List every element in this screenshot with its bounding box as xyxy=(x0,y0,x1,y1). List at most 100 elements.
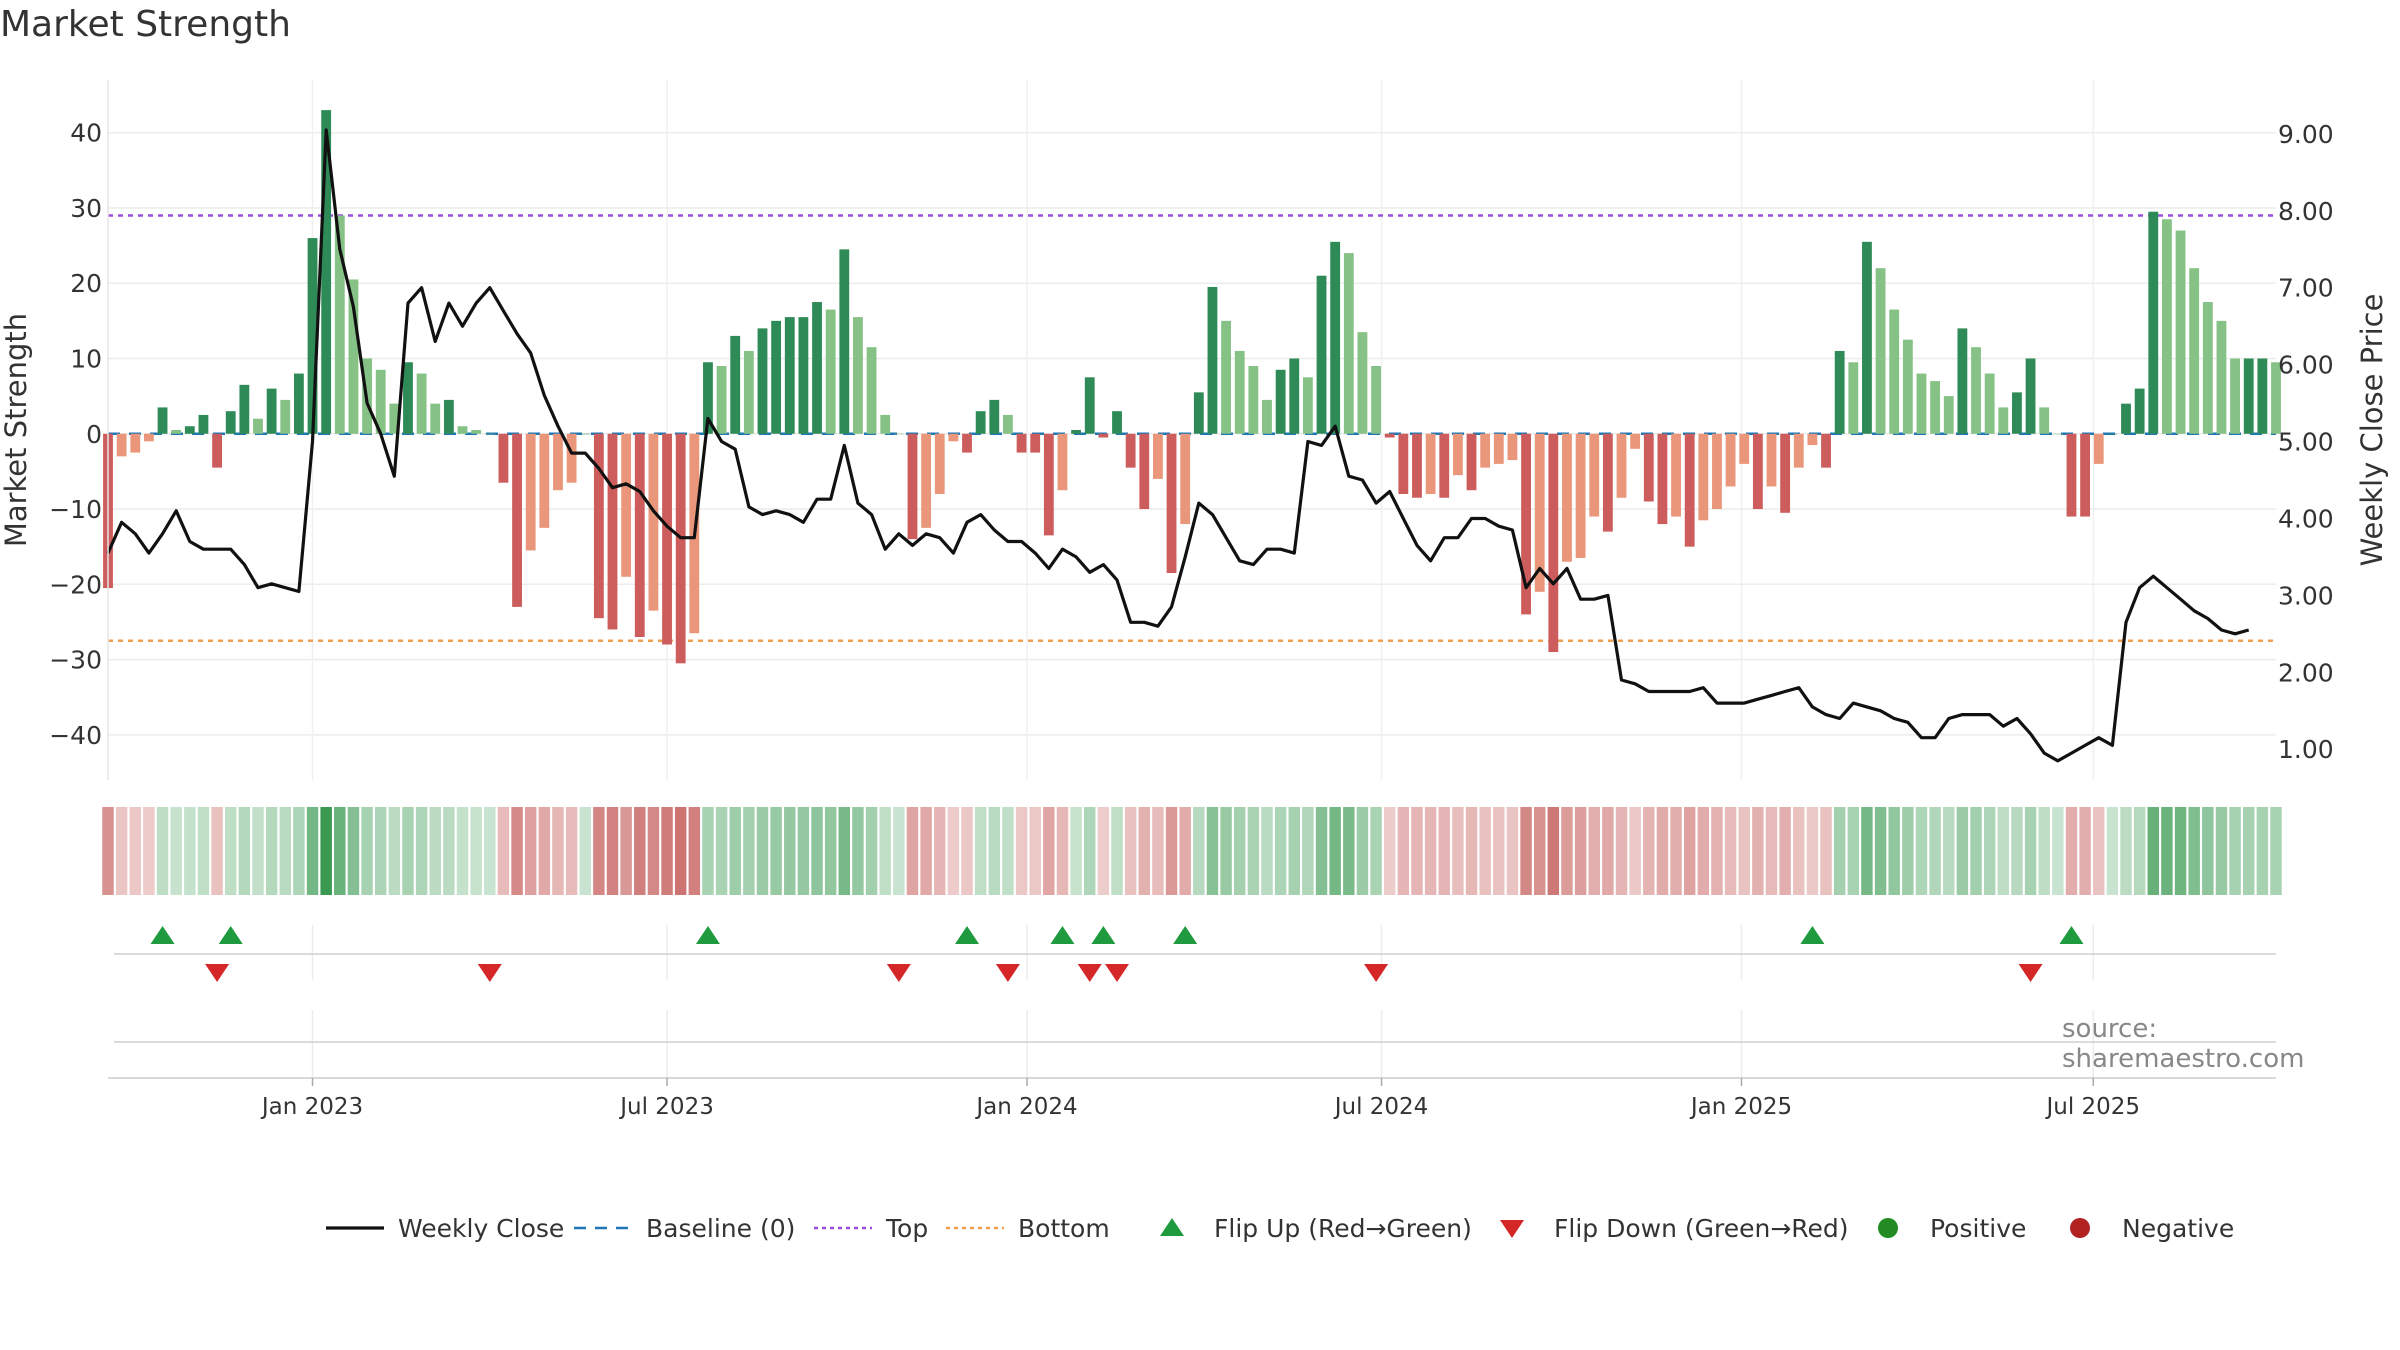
strength-bar xyxy=(498,433,509,483)
strength-bar xyxy=(1902,339,1913,434)
strip-cell xyxy=(1070,807,1082,895)
flip-up-marker xyxy=(2059,926,2084,944)
strip-cell xyxy=(2065,807,2078,895)
strip-cell xyxy=(2147,807,2160,895)
strength-bar xyxy=(266,388,277,434)
flip-down-marker xyxy=(1364,964,1389,982)
strip-cell xyxy=(906,807,919,895)
strength-bar xyxy=(443,399,454,434)
strength-bar xyxy=(1684,433,1695,547)
strength-bar xyxy=(1793,433,1804,468)
legend: Weekly Close Baseline (0) Top Bottom Flip Up… xyxy=(0,1206,2400,1250)
strip-cell xyxy=(1561,807,1573,895)
strength-bar xyxy=(1930,381,1941,434)
strength-bar xyxy=(866,347,877,434)
strip-cell xyxy=(1274,807,1287,895)
strip-cell xyxy=(1983,807,1996,895)
y2-tick-label: 5.00 xyxy=(2278,428,2334,457)
legend-label: Flip Up (Red→Green) xyxy=(1214,1213,1472,1243)
strength-bar xyxy=(484,433,495,435)
strip-cell xyxy=(1697,807,1710,895)
strip-cell xyxy=(1097,807,1110,895)
strip-cell xyxy=(2093,807,2105,895)
strength-bar xyxy=(607,433,618,630)
x-tick-label: Jul 2023 xyxy=(618,1094,714,1120)
strip-cell xyxy=(197,807,210,895)
strip-cell xyxy=(1397,807,1410,895)
strength-bar xyxy=(1425,433,1436,494)
strip-cell xyxy=(1370,807,1382,895)
strength-bar xyxy=(1971,347,1981,434)
legend-symbol-flip_up xyxy=(1160,1218,1184,1236)
strength-bar xyxy=(1548,433,1559,653)
strip-cell xyxy=(1888,807,1900,895)
y-tick-label: 40 xyxy=(70,119,102,148)
strip-cell xyxy=(1970,807,1982,895)
strip-cell xyxy=(1670,807,1682,895)
strength-bar xyxy=(1452,433,1463,476)
strip-cell xyxy=(1356,807,1369,895)
strength-bar xyxy=(580,433,591,435)
strength-bar xyxy=(1084,377,1095,434)
strip-cell xyxy=(279,807,291,895)
strength-bar xyxy=(1371,366,1381,434)
x-tick-label: Jan 2025 xyxy=(1689,1094,1792,1120)
strength-bar xyxy=(716,366,727,434)
strength-bar xyxy=(2257,358,2268,434)
strip-cell xyxy=(1452,807,1464,895)
strip-cell xyxy=(852,807,864,895)
legend-symbol-top xyxy=(814,1226,872,1230)
strength-bar xyxy=(757,328,768,434)
legend-label: Weekly Close xyxy=(398,1213,565,1243)
strength-bar xyxy=(2162,219,2172,434)
strip-cell xyxy=(715,807,728,895)
strip-cell xyxy=(1847,807,1860,895)
strip-cell xyxy=(1779,807,1791,895)
strip-cell xyxy=(1602,807,1614,895)
strip-cell xyxy=(1015,807,1028,895)
strength-bar xyxy=(1412,433,1422,498)
flip-up-marker xyxy=(218,926,243,944)
strip-cell xyxy=(1806,807,1819,895)
strength-bar xyxy=(1616,433,1627,498)
strip-cell xyxy=(224,807,237,895)
strip-cell xyxy=(811,807,823,895)
strip-cell xyxy=(2079,807,2091,895)
strength-bar xyxy=(634,433,645,637)
strength-bar xyxy=(1003,414,1013,434)
legend-symbol-positive xyxy=(1878,1218,1898,1238)
strip-cell xyxy=(2011,807,2023,895)
strength-bar xyxy=(2052,433,2063,435)
legend-item-close: Weekly Close xyxy=(324,1206,564,1250)
strength-bar xyxy=(212,433,222,468)
strip-cell xyxy=(865,807,878,895)
legend-item-baseline: Baseline (0) xyxy=(572,1206,795,1250)
strength-bar xyxy=(430,403,441,434)
strength-bar xyxy=(1562,433,1572,562)
strip-cell xyxy=(1643,807,1655,895)
strip-cell xyxy=(824,807,837,895)
strip-cell xyxy=(143,807,155,895)
y-tick-label: −10 xyxy=(49,495,102,524)
strip-cell xyxy=(1615,807,1628,895)
strip-cell xyxy=(647,807,660,895)
strength-bar xyxy=(1302,377,1313,434)
flip-up-marker xyxy=(150,926,175,944)
strip-cell xyxy=(1220,807,1232,895)
strip-cell xyxy=(552,807,564,895)
strip-cell xyxy=(579,807,591,895)
y2-tick-label: 1.00 xyxy=(2278,735,2334,764)
strength-bar xyxy=(2066,433,2077,517)
strip-cell xyxy=(306,807,319,895)
strip-cell xyxy=(1179,807,1191,895)
strip-cell xyxy=(1588,807,1600,895)
strip-cell xyxy=(1629,807,1641,895)
strip-cell xyxy=(238,807,251,895)
strength-bar xyxy=(553,433,563,491)
strength-bar xyxy=(225,411,236,434)
strip-cell xyxy=(265,807,278,895)
y-tick-label: 0 xyxy=(86,420,102,449)
strip-cell xyxy=(1656,807,1669,895)
strength-bar xyxy=(307,238,318,434)
strip-cell xyxy=(1711,807,1723,895)
